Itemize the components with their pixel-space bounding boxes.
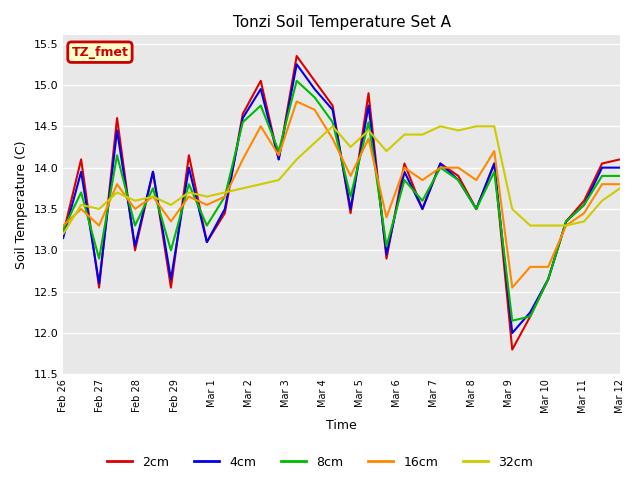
X-axis label: Time: Time [326, 419, 357, 432]
Text: TZ_fmet: TZ_fmet [72, 46, 129, 59]
Legend: 2cm, 4cm, 8cm, 16cm, 32cm: 2cm, 4cm, 8cm, 16cm, 32cm [102, 451, 538, 474]
Y-axis label: Soil Temperature (C): Soil Temperature (C) [15, 141, 28, 269]
Title: Tonzi Soil Temperature Set A: Tonzi Soil Temperature Set A [232, 15, 451, 30]
